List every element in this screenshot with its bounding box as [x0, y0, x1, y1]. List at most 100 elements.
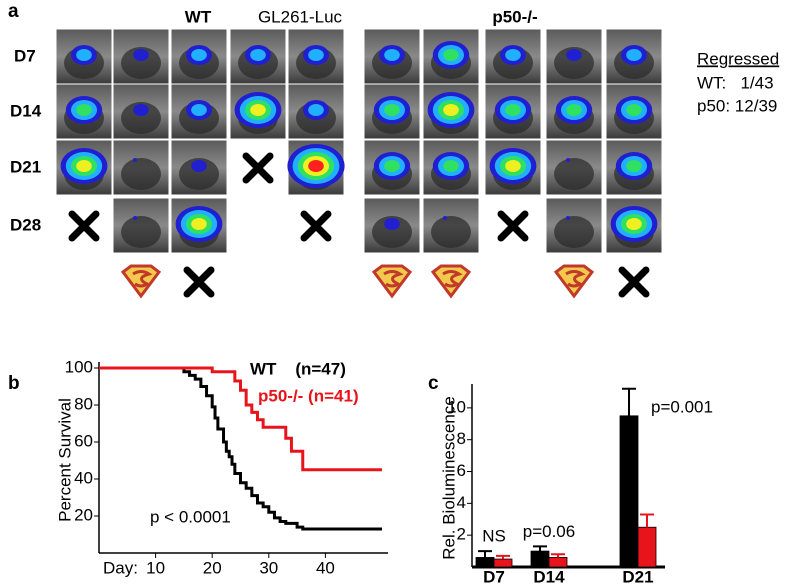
y-tick-label: 80: [74, 394, 93, 413]
signal: [443, 49, 459, 61]
y-tick-label: 2: [457, 525, 466, 544]
row-label: D21: [10, 157, 41, 176]
signal: [250, 49, 266, 61]
mouse-grid: [55, 28, 663, 298]
mouse-head: [554, 216, 594, 248]
mouse-head: [121, 102, 161, 134]
regressed-mark: [121, 264, 161, 298]
x-tick-label: 20: [203, 558, 222, 577]
death-mark: [622, 270, 646, 294]
death-mark: [187, 270, 211, 294]
x-tick-label: D7: [483, 567, 505, 586]
regressed-mark: [372, 264, 412, 298]
signal: [443, 216, 447, 220]
error-bar: [496, 554, 510, 560]
regressed-wt: WT: 1/43: [697, 73, 774, 92]
legend-entry: p50-/- (n=41): [258, 386, 359, 405]
signal: [191, 160, 207, 172]
signal: [191, 104, 207, 116]
mouse-head: [372, 216, 412, 248]
signal: [505, 104, 521, 116]
signal: [566, 216, 570, 220]
signal: [76, 160, 92, 172]
x-axis-label: Day:: [103, 558, 138, 577]
survival-curve: [99, 366, 382, 472]
signal: [191, 49, 207, 61]
annotation: NS: [482, 527, 506, 546]
signal: [505, 160, 521, 172]
signal: [626, 104, 642, 116]
signal: [191, 218, 207, 230]
bar: [548, 557, 568, 568]
mouse-head: [431, 216, 471, 248]
x-tick-label: 40: [316, 558, 335, 577]
signal: [76, 104, 92, 116]
signal: [133, 49, 149, 61]
survival-curve: [99, 366, 382, 531]
signal: [133, 158, 137, 162]
group-label: p50-/-: [492, 7, 537, 26]
signal: [308, 104, 324, 116]
y-tick-label: 20: [74, 505, 93, 524]
legend-entry: WT (n=47): [250, 359, 346, 378]
panel-label: a: [8, 1, 19, 22]
row-label: D14: [10, 101, 42, 120]
bar: [530, 550, 550, 568]
death-mark: [246, 156, 270, 180]
death-mark: [72, 214, 96, 238]
error-bar: [533, 545, 547, 552]
y-tick-label: 4: [457, 493, 466, 512]
signal: [443, 160, 459, 172]
error-bar: [640, 513, 654, 528]
regressed-mark: [554, 264, 594, 298]
signal: [626, 218, 642, 230]
signal: [250, 104, 266, 116]
signal: [443, 104, 459, 116]
error-bar: [551, 553, 565, 558]
mouse-head: [121, 158, 161, 190]
mouse-head: [554, 47, 594, 79]
x-tick-label: D14: [533, 567, 565, 586]
x-tick-label: 30: [259, 558, 278, 577]
group-label: WT: [185, 7, 212, 26]
y-axis-label: Percent Survival: [55, 398, 74, 522]
mouse-head: [179, 158, 219, 190]
y-tick-label: 60: [74, 431, 93, 450]
signal: [308, 160, 324, 172]
bar: [493, 558, 513, 568]
signal: [384, 218, 400, 230]
signal: [626, 160, 642, 172]
row-label: D28: [10, 215, 41, 234]
regressed-p50: p50: 12/39: [697, 96, 777, 115]
error-bar: [478, 550, 492, 558]
signal: [76, 49, 92, 61]
mouse-head: [121, 47, 161, 79]
regressed-title: Regressed: [697, 49, 779, 68]
bar: [619, 415, 639, 568]
death-mark: [501, 214, 525, 238]
signal: [566, 49, 582, 61]
mouse-head: [554, 158, 594, 190]
mouse-head: [121, 216, 161, 248]
signal: [133, 216, 137, 220]
y-tick-label: 40: [74, 468, 93, 487]
annotation: p=0.001: [651, 397, 713, 416]
error-bar: [622, 387, 636, 416]
y-tick-label: 8: [457, 429, 466, 448]
signal: [566, 158, 570, 162]
signal: [626, 49, 642, 61]
x-tick-label: D21: [622, 567, 653, 586]
row-label: D7: [14, 46, 36, 65]
signal: [133, 104, 149, 116]
death-mark: [304, 214, 328, 238]
cell-line: GL261-Luc: [258, 7, 343, 26]
signal: [505, 49, 521, 61]
panel-label: c: [428, 373, 439, 394]
signal: [384, 104, 400, 116]
regressed-mark: [431, 264, 471, 298]
signal: [384, 160, 400, 172]
signal: [384, 49, 400, 61]
y-tick-label: 100: [65, 357, 93, 376]
